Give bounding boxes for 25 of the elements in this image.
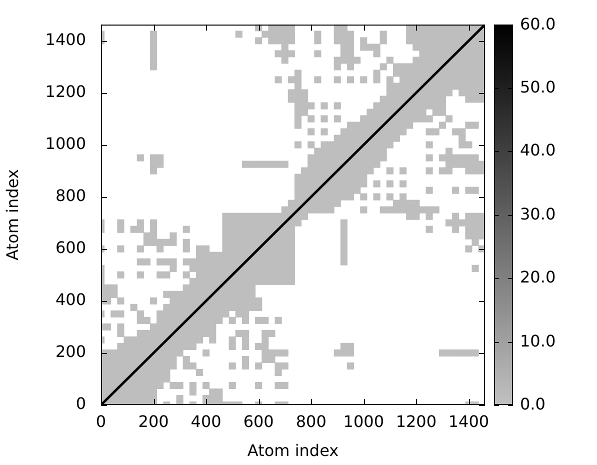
y-tick-label: 1200: [45, 82, 86, 101]
x-tick-label: 1000: [343, 412, 384, 431]
x-axis-title: Atom index: [247, 441, 339, 460]
x-tick-label: 0: [96, 412, 106, 431]
x-tick-label: 800: [296, 412, 326, 431]
color-bar-label: 50.0: [520, 78, 556, 97]
y-tick-label: 600: [55, 238, 86, 258]
x-tick-label: 200: [138, 412, 169, 431]
y-tick-label: 0: [76, 394, 86, 414]
color-bar-label: 20.0: [520, 268, 556, 287]
y-tick-label: 400: [55, 290, 86, 310]
color-bar-label: 0.0: [520, 394, 546, 414]
y-tick-label: 1400: [45, 30, 86, 49]
color-bar-label: 10.0: [520, 332, 556, 351]
x-tick-label: 400: [190, 412, 222, 431]
y-tick-label: 800: [55, 186, 86, 206]
x-tick-label: 1400: [448, 412, 490, 431]
y-tick-label: 1000: [45, 134, 86, 153]
y-tick-label: 200: [55, 342, 86, 362]
color-bar-label: 30.0: [520, 204, 556, 224]
x-tick-label: 1200: [396, 412, 437, 431]
color-bar-label: 60.0: [520, 14, 556, 34]
x-tick-label: 600: [243, 412, 274, 431]
y-axis-title: Atom index: [3, 169, 22, 260]
color-bar-label: 40.0: [520, 140, 556, 160]
